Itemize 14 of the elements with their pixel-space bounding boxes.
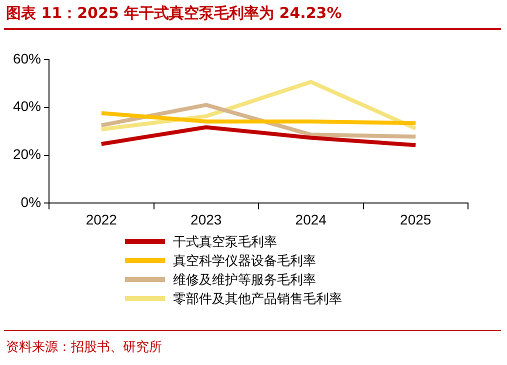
x-tick-label: 2022 — [86, 211, 118, 228]
legend-label: 真空科学仪器设备毛利率 — [173, 252, 316, 270]
y-tick-label: 40% — [12, 98, 42, 114]
y-tick-label: 60% — [12, 50, 42, 66]
x-tick-label: 2024 — [295, 211, 327, 228]
chart-title: 图表 11：2025 年干式真空泵毛利率为 24.23% — [6, 4, 342, 23]
text: 资料来源：招股书、研究所 — [6, 339, 162, 356]
x-tick-label: 2025 — [400, 211, 432, 228]
x-tick-label: 2023 — [190, 211, 222, 228]
legend-label: 干式真空泵毛利率 — [173, 234, 277, 250]
y-tick-label: 20% — [12, 146, 42, 162]
y-tick-label: 0% — [20, 194, 42, 210]
legend-label: 零部件及其他产品销售毛利率 — [173, 290, 342, 308]
legend-label: 维修及维护等服务毛利率 — [173, 272, 316, 288]
